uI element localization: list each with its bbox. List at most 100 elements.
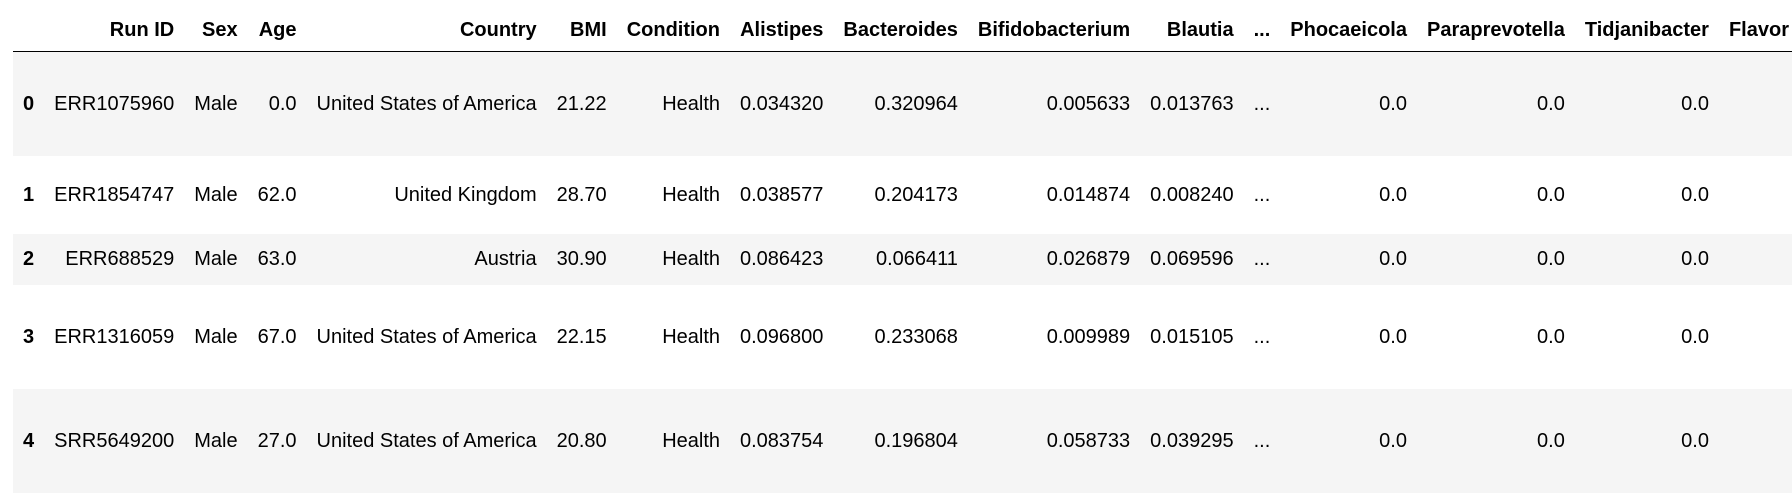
cell-flavor	[1719, 156, 1792, 234]
column-header-alistipes: Alistipes	[730, 8, 834, 52]
table-body: 0 ERR1075960 Male 0.0 United States of A…	[13, 51, 1792, 493]
cell-alistipes: 0.038577	[740, 183, 824, 206]
cell-ellipsis: ...	[1253, 183, 1271, 206]
cell-age: 27.0	[257, 429, 297, 452]
cell-sex: Male	[194, 325, 238, 348]
cell-condition: Health	[662, 429, 720, 452]
cell-bacteroides: 0.233068	[874, 325, 958, 348]
column-header-blautia: Blautia	[1140, 8, 1244, 52]
cell-paraprevotella: 0.0	[1537, 429, 1565, 452]
cell-bifidobacterium: 0.026879	[1046, 248, 1131, 270]
cell-country: Austria	[474, 248, 537, 270]
column-header-age: Age	[247, 8, 307, 52]
cell-tidjanibacter: 0.0	[1681, 325, 1709, 348]
table-header: Run ID Sex Age Country BMI Condition Ali…	[13, 8, 1792, 52]
cell-bifidobacterium: 0.014874	[1046, 183, 1131, 206]
table-row: 0 ERR1075960 Male 0.0 United States of A…	[13, 51, 1792, 156]
cell-age: 0.0	[268, 92, 297, 115]
cell-condition: Health	[662, 325, 720, 348]
cell-bacteroides: 0.320964	[874, 92, 958, 115]
cell-sex: Male	[194, 248, 238, 270]
cell-phocaeicola: 0.0	[1379, 325, 1407, 348]
cell-flavor	[1719, 234, 1792, 285]
cell-phocaeicola: 0.0	[1379, 92, 1407, 115]
cell-blautia: 0.008240	[1150, 183, 1234, 206]
cell-bmi: 28.70	[556, 183, 607, 206]
column-header-bmi: BMI	[546, 8, 617, 52]
cell-paraprevotella: 0.0	[1537, 248, 1565, 270]
cell-condition: Health	[662, 183, 720, 206]
column-header-country: Country	[306, 8, 547, 52]
cell-flavor	[1719, 285, 1792, 389]
cell-bacteroides: 0.204173	[874, 183, 958, 206]
index-header	[13, 8, 45, 52]
cell-tidjanibacter: 0.0	[1681, 183, 1709, 206]
cell-sex: Male	[194, 92, 238, 115]
cell-blautia: 0.039295	[1150, 429, 1234, 452]
cell-ellipsis: ...	[1253, 325, 1271, 348]
cell-bacteroides: 0.066411	[875, 248, 958, 270]
cell-country: United States of America	[316, 92, 537, 115]
column-header-phocaeicola: Phocaeicola	[1280, 8, 1417, 52]
cell-alistipes: 0.086423	[740, 248, 824, 270]
column-header-paraprevotella: Paraprevotella	[1416, 8, 1575, 52]
row-index: 3	[23, 325, 35, 348]
row-index: 1	[23, 183, 35, 206]
cell-bmi: 22.15	[556, 325, 607, 348]
cell-bifidobacterium: 0.058733	[1046, 429, 1131, 452]
cell-run-id: SRR5649200	[54, 429, 175, 452]
cell-paraprevotella: 0.0	[1537, 92, 1565, 115]
cell-run-id: ERR1854747	[54, 183, 175, 206]
table-row: 4 SRR5649200 Male 27.0 United States of …	[13, 388, 1792, 493]
cell-country: United States of America	[316, 429, 537, 452]
cell-bmi: 20.80	[556, 429, 607, 452]
cell-bifidobacterium: 0.005633	[1046, 92, 1131, 115]
cell-tidjanibacter: 0.0	[1681, 248, 1709, 270]
cell-country: United States of America	[316, 325, 537, 348]
column-header-bacteroides: Bacteroides	[833, 8, 968, 52]
cell-ellipsis: ...	[1253, 429, 1271, 452]
cell-ellipsis: ...	[1253, 248, 1271, 270]
cell-bacteroides: 0.196804	[874, 429, 958, 452]
cell-flavor	[1719, 52, 1792, 156]
cell-run-id: ERR688529	[65, 248, 175, 270]
cell-phocaeicola: 0.0	[1379, 248, 1407, 270]
cell-phocaeicola: 0.0	[1379, 183, 1407, 206]
column-header-bifidobacterium: Bifidobacterium	[967, 8, 1141, 52]
cell-bmi: 21.22	[556, 92, 607, 115]
dataframe-table: Run ID Sex Age Country BMI Condition Ali…	[13, 8, 1792, 493]
cell-paraprevotella: 0.0	[1537, 183, 1565, 206]
table-row: 3 ERR1316059 Male 67.0 United States of …	[13, 284, 1792, 389]
cell-blautia: 0.069596	[1150, 248, 1234, 270]
table-row: 1 ERR1854747 Male 62.0 United Kingdom 28…	[13, 155, 1792, 234]
column-header-ellipsis: ...	[1243, 8, 1281, 52]
cell-tidjanibacter: 0.0	[1681, 429, 1709, 452]
row-index: 2	[23, 248, 35, 270]
cell-alistipes: 0.096800	[740, 325, 824, 348]
cell-alistipes: 0.034320	[740, 92, 824, 115]
cell-phocaeicola: 0.0	[1379, 429, 1407, 452]
cell-sex: Male	[194, 429, 238, 452]
cell-bifidobacterium: 0.009989	[1046, 325, 1131, 348]
cell-condition: Health	[662, 92, 720, 115]
header-row: Run ID Sex Age Country BMI Condition Ali…	[13, 8, 1792, 52]
cell-age: 63.0	[257, 248, 297, 270]
cell-age: 67.0	[257, 325, 297, 348]
column-header-condition: Condition	[616, 8, 730, 52]
cell-blautia: 0.013763	[1150, 92, 1234, 115]
cell-run-id: ERR1075960	[54, 92, 175, 115]
row-index: 0	[23, 92, 35, 115]
cell-blautia: 0.015105	[1150, 325, 1234, 348]
column-header-sex: Sex	[184, 8, 248, 52]
cell-condition: Health	[662, 248, 720, 270]
row-index: 4	[23, 429, 35, 452]
cell-run-id: ERR1316059	[54, 325, 175, 348]
cell-bmi: 30.90	[556, 248, 607, 270]
cell-ellipsis: ...	[1253, 92, 1271, 115]
column-header-run-id: Run ID	[44, 8, 185, 52]
table-row: 2 ERR688529 Male 63.0 Austria 30.90 Heal…	[13, 233, 1792, 285]
cell-age: 62.0	[257, 183, 297, 206]
cell-country: United Kingdom	[394, 183, 537, 206]
cell-alistipes: 0.083754	[740, 429, 824, 452]
cell-flavor	[1719, 389, 1792, 493]
